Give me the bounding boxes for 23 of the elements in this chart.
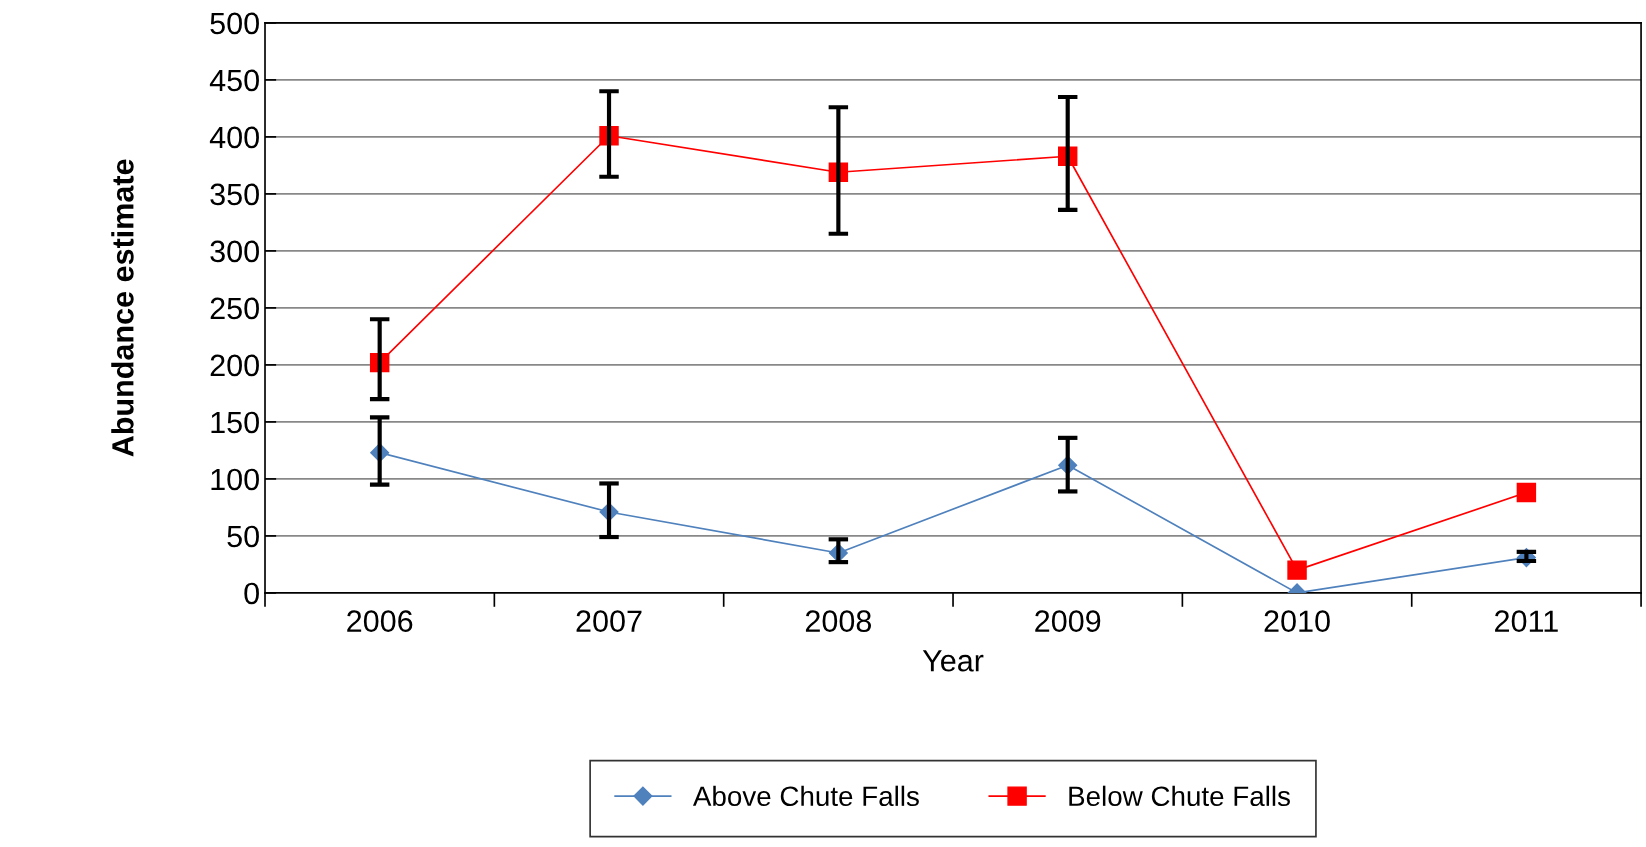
y-tick-label: 450	[209, 69, 259, 92]
legend-label: Below Chute Falls	[1069, 785, 1290, 807]
y-tick-label: 350	[210, 183, 259, 206]
x-axis-title: Year	[922, 650, 984, 672]
x-tick-label: 2007	[576, 610, 642, 633]
y-tick-label: 50	[227, 525, 259, 548]
legend-label: Above Chute Falls	[692, 785, 919, 807]
y-tick-label: 100	[211, 468, 259, 491]
y-tick-label: 500	[210, 12, 259, 35]
x-tick-label: 2009	[1035, 610, 1101, 633]
x-tick-label: 2010	[1264, 610, 1330, 633]
y-tick-label: 250	[210, 297, 259, 320]
y-tick-label: 300	[210, 240, 259, 263]
y-tick-label: 0	[244, 582, 259, 605]
point	[1516, 482, 1537, 503]
x-tick-label: 2006	[347, 610, 413, 633]
y-tick-label: 200	[210, 354, 259, 377]
x-tick-label: 2011	[1495, 610, 1558, 633]
y-axis-title: Abundance estimate	[111, 159, 134, 457]
x-tick-label: 2008	[805, 610, 872, 633]
point	[1287, 560, 1307, 580]
y-tick-label: 150	[211, 411, 259, 434]
y-tick-label: 400	[209, 126, 259, 149]
